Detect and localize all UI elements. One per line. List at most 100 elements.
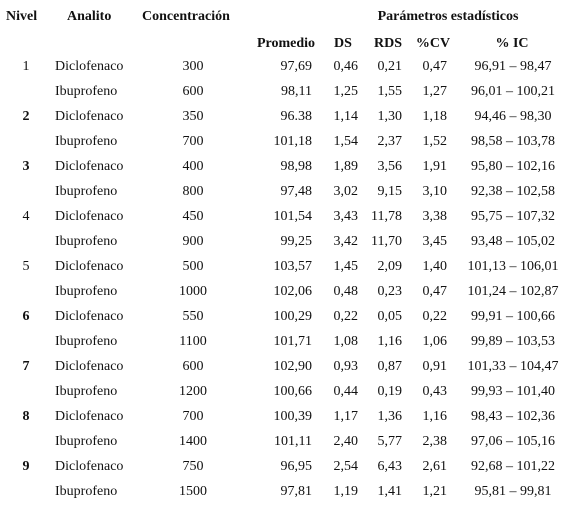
table-cell: 0,21 <box>377 59 403 74</box>
table-cell: 100,29 <box>273 309 313 324</box>
table-cell: 0,93 <box>333 359 359 374</box>
table-cell: 97,48 <box>280 184 313 199</box>
level-cell: 5 <box>22 259 30 274</box>
header-cell: Parámetros estadísticos <box>377 9 519 24</box>
table-cell: 400 <box>182 159 204 174</box>
table-cell: 1,41 <box>377 484 403 499</box>
table-cell: 9,15 <box>377 184 403 199</box>
table-cell: Ibuprofeno <box>55 284 118 299</box>
table-cell: 3,43 <box>333 209 359 224</box>
table-cell: 2,09 <box>377 259 403 274</box>
table-cell: 1,45 <box>333 259 359 274</box>
level-cell: 3 <box>22 159 30 174</box>
header-cell: Analito <box>67 9 112 24</box>
table-cell: 99,89 – 103,53 <box>471 334 555 349</box>
table-cell: 1,06 <box>422 334 448 349</box>
table-cell: 2,61 <box>422 459 448 474</box>
table-cell: Ibuprofeno <box>55 384 118 399</box>
table-cell: 95,75 – 107,32 <box>471 209 555 224</box>
level-cell: 6 <box>22 309 30 324</box>
table-cell: 1400 <box>179 434 207 449</box>
table-cell: 1,16 <box>422 409 448 424</box>
header-cell: Promedio <box>256 36 316 51</box>
table-cell: 2,54 <box>333 459 359 474</box>
table-cell: Ibuprofeno <box>55 184 118 199</box>
table-cell: 96,95 <box>280 459 313 474</box>
table-cell: 3,56 <box>377 159 403 174</box>
table-cell: Ibuprofeno <box>55 484 118 499</box>
table-cell: 102,90 <box>273 359 313 374</box>
table-cell: 0,23 <box>377 284 403 299</box>
table-cell: 3,10 <box>422 184 448 199</box>
header-cell: Nivel <box>6 9 38 24</box>
table-cell: 98,98 <box>280 159 313 174</box>
table-cell: 1,54 <box>333 134 359 149</box>
table-cell: 600 <box>182 84 204 99</box>
table-cell: 11,70 <box>371 234 402 249</box>
table-cell: 1,55 <box>377 84 403 99</box>
level-cell: 1 <box>22 59 30 74</box>
table-cell: 101,71 <box>273 334 313 349</box>
table-cell: 3,02 <box>333 184 359 199</box>
table-cell: 101,24 – 102,87 <box>467 284 559 299</box>
table-cell: Diclofenaco <box>55 259 124 274</box>
table-cell: 1,36 <box>377 409 403 424</box>
table-cell: 96,01 – 100,21 <box>471 84 555 99</box>
header-cell: % IC <box>495 36 529 51</box>
table-cell: 1,17 <box>333 409 359 424</box>
table-cell: 3,38 <box>422 209 448 224</box>
table-cell: 300 <box>182 59 204 74</box>
table-cell: Diclofenaco <box>55 109 124 124</box>
table-cell: 92,38 – 102,58 <box>471 184 555 199</box>
table-cell: 0,22 <box>422 309 448 324</box>
table-cell: 96,91 – 98,47 <box>474 59 552 74</box>
table-cell: 1,08 <box>333 334 359 349</box>
header-cell: Concentración <box>142 9 230 24</box>
table-cell: 101,18 <box>273 134 313 149</box>
table-cell: 99,91 – 100,66 <box>471 309 555 324</box>
table-cell: 97,06 – 105,16 <box>471 434 555 449</box>
table-cell: Diclofenaco <box>55 459 124 474</box>
table-cell: 3,45 <box>422 234 448 249</box>
table-cell: 103,57 <box>273 259 313 274</box>
level-cell: 8 <box>22 409 30 424</box>
table-cell: Ibuprofeno <box>55 334 118 349</box>
table-cell: 1,40 <box>422 259 448 274</box>
table-cell: 95,81 – 99,81 <box>474 484 552 499</box>
table-cell: 6,43 <box>377 459 403 474</box>
table-cell: Diclofenaco <box>55 209 124 224</box>
table-cell: 5,77 <box>377 434 403 449</box>
table-cell: 101,54 <box>273 209 313 224</box>
table-cell: 11,78 <box>371 209 402 224</box>
table-cell: 1,25 <box>333 84 359 99</box>
table-cell: Ibuprofeno <box>55 234 118 249</box>
table-cell: 550 <box>182 309 204 324</box>
table-cell: 101,13 – 106,01 <box>467 259 559 274</box>
table-cell: 1,27 <box>422 84 448 99</box>
table-cell: 0,46 <box>333 59 359 74</box>
table-cell: 1,52 <box>422 134 448 149</box>
header-cell: %CV <box>415 36 451 51</box>
table-cell: 0,48 <box>333 284 359 299</box>
table-cell: 0,22 <box>333 309 359 324</box>
level-cell: 4 <box>22 209 30 224</box>
table-cell: 0,19 <box>377 384 403 399</box>
table-cell: Ibuprofeno <box>55 434 118 449</box>
table-cell: 600 <box>182 359 204 374</box>
table-cell: 700 <box>182 134 204 149</box>
table-cell: 1,89 <box>333 159 359 174</box>
table-cell: 100,66 <box>273 384 313 399</box>
table-cell: 2,40 <box>333 434 359 449</box>
table-cell: 1,19 <box>333 484 359 499</box>
table-cell: Diclofenaco <box>55 59 124 74</box>
table-cell: 97,81 <box>280 484 313 499</box>
table-cell: 99,25 <box>280 234 313 249</box>
table-cell: 0,47 <box>422 284 448 299</box>
table-cell: 1,16 <box>377 334 403 349</box>
table-cell: 98,58 – 103,78 <box>471 134 555 149</box>
table-cell: Ibuprofeno <box>55 84 118 99</box>
table-cell: 800 <box>182 184 204 199</box>
table-cell: Diclofenaco <box>55 159 124 174</box>
table-cell: 1,91 <box>422 159 448 174</box>
